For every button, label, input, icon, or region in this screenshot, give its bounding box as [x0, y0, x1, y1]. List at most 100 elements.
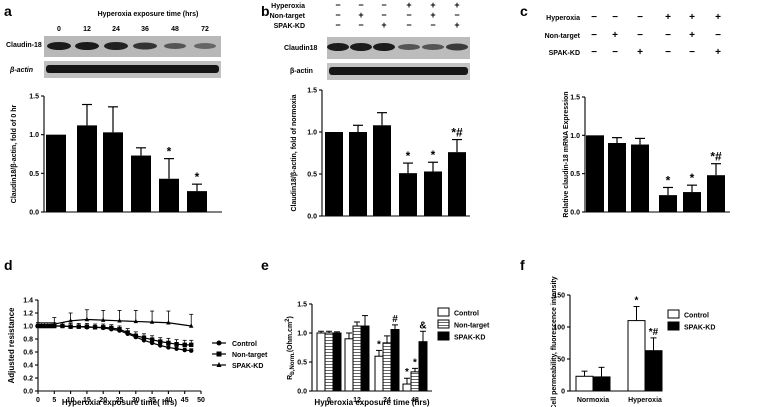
e-bar [324, 332, 334, 392]
a-bar [187, 191, 207, 212]
d-x-tick-label: 40 [165, 397, 173, 404]
d-data-point [68, 324, 73, 329]
condition-label: Hyperoxia [546, 15, 580, 22]
d-data-point [92, 325, 98, 330]
d-data-point [158, 343, 163, 348]
d-x-tick-label: 35 [148, 397, 156, 404]
condition-mark: − [612, 12, 618, 23]
d-legend-label: Non-target [232, 352, 268, 359]
c-significance-label: * [690, 171, 695, 185]
d-x-tick-label: 25 [116, 397, 124, 404]
d-data-point [84, 324, 90, 329]
chart-e-normalized-resistance: 0.0 0.5 1.0 1.5 0 12 24 48 * # * * & Control Non-targe… [285, 302, 490, 407]
blot-a-claudin-strip [44, 36, 221, 57]
condition-mark: + [665, 12, 671, 23]
blot-a-time-label: 12 [83, 26, 91, 33]
panel-a-letter: a [4, 3, 12, 19]
d-x-tick-label: 0 [36, 397, 40, 404]
blot-a-time-label: 24 [112, 26, 120, 33]
c-bar [659, 195, 677, 212]
d-data-point [125, 330, 130, 335]
e-x-axis-label: Hyperoxia exposure time (hrs) [314, 398, 429, 407]
blot-a-claudin-bands [47, 42, 216, 50]
condition-mark: + [430, 0, 435, 10]
blot-a-time-label: 72 [201, 26, 209, 33]
d-data-point [117, 318, 122, 323]
e-bar [332, 332, 342, 392]
f-y-axis-label: Cell permeability, fluorescence intensit… [551, 276, 558, 407]
condition-mark: − [358, 20, 363, 30]
condition-mark: + [381, 20, 386, 30]
d-data-point [189, 323, 194, 328]
b-bar [349, 132, 367, 216]
condition-mark: − [665, 47, 671, 58]
condition-mark: − [335, 10, 340, 20]
c-y-tick-label: 0.5 [570, 171, 580, 178]
panel-f-letter: f [520, 257, 525, 273]
blot-a-actin-label: β-actin [9, 67, 33, 74]
b-bar [399, 173, 417, 216]
c-bar [707, 175, 725, 212]
d-data-point [109, 325, 114, 331]
f-legend-swatch [667, 309, 680, 319]
condition-mark: − [381, 10, 386, 20]
e-x-tick-label: 24 [383, 397, 391, 404]
d-data-point [42, 323, 47, 329]
f-bar [575, 375, 594, 392]
d-y-axis-label: Adjusted resistance [7, 307, 16, 384]
condition-mark: − [665, 30, 671, 41]
condition-mark: + [358, 10, 363, 20]
e-bar [402, 383, 412, 392]
e-bar [374, 355, 384, 392]
d-x-tick-label: 30 [132, 397, 140, 404]
e-bar [316, 332, 326, 392]
condition-mark: − [637, 30, 643, 41]
d-data-point [101, 317, 106, 322]
d-data-point [35, 323, 41, 328]
d-y-tick-label: 0.2 [23, 376, 33, 383]
b-y-tick-label: 1.5 [307, 88, 317, 95]
e-bar [360, 325, 370, 392]
condition-label: Non-target [270, 13, 306, 20]
e-legend-label: Control [454, 311, 479, 318]
d-data-point [158, 339, 163, 344]
e-bar [344, 338, 354, 392]
c-y-tick-label: 1.0 [570, 133, 580, 140]
d-data-point [117, 327, 122, 332]
e-bar [390, 329, 400, 392]
d-data-point [141, 335, 147, 340]
e-y-axis-label: Rb,Norm.(Ohm.cm2) [285, 316, 296, 380]
d-data-point [149, 319, 155, 324]
condition-mark: + [454, 20, 459, 30]
e-x-tick-label: 48 [411, 397, 419, 404]
condition-mark: + [406, 0, 411, 10]
panel-c-condition-table: Hyperoxia Non-target SPAK-KD − − − + + + − + − − +… [545, 12, 721, 58]
b-significance-label: *# [451, 126, 463, 140]
condition-mark: − [637, 12, 643, 23]
blot-b-claudin-strip [327, 37, 470, 59]
panel-d-letter: d [4, 257, 13, 273]
b-bar [325, 132, 343, 216]
e-legend-swatch [437, 331, 450, 341]
d-x-tick-label: 5 [52, 397, 56, 404]
condition-mark: − [430, 20, 435, 30]
condition-mark: − [689, 47, 695, 58]
e-y-axis-label-part: 2 [285, 318, 291, 322]
condition-mark: − [406, 20, 411, 30]
blot-b-condition-table: Hyperoxia Non-target SPAK-KD − − − + + +− + − − +… [270, 0, 460, 30]
e-x-tick-label: 0 [327, 397, 331, 404]
condition-mark: − [335, 0, 340, 10]
condition-mark: − [591, 30, 597, 41]
blot-a-time-label: 48 [171, 26, 179, 33]
d-data-point [166, 345, 171, 350]
condition-mark: − [335, 20, 340, 30]
d-y-tick-label: 1.0 [23, 324, 33, 331]
condition-mark: + [430, 10, 435, 20]
d-data-point [84, 316, 90, 322]
b-bar [448, 152, 466, 216]
condition-label: Non-target [545, 33, 581, 40]
condition-mark: + [715, 47, 721, 58]
d-x-tick-label: 10 [67, 397, 75, 404]
blot-a-header: Hyperoxia exposure time (hrs) [98, 11, 199, 18]
d-data-point [68, 318, 73, 323]
